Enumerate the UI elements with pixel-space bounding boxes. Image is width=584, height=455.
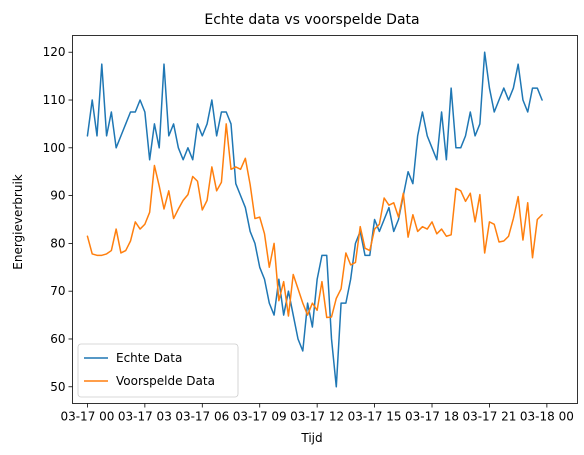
legend: Echte Data Voorspelde Data — [78, 344, 238, 397]
y-axis-ticks: 50 60 70 80 90 100 110 120 — [43, 45, 73, 394]
y-tick-label: 120 — [43, 45, 66, 59]
y-axis-label: Energieverbruik — [11, 174, 25, 270]
chart-title: Echte data vs voorspelde Data — [204, 12, 419, 28]
x-tick-label: 03-18 00 — [520, 410, 574, 424]
y-tick-label: 100 — [43, 141, 66, 155]
x-tick-label: 03-17 18 — [405, 410, 459, 424]
y-tick-label: 50 — [50, 380, 65, 394]
x-axis-label: Tijd — [300, 431, 322, 445]
series-line-echte-data — [87, 52, 542, 387]
legend-label-echte-data: Echte Data — [116, 351, 182, 365]
y-tick-label: 110 — [43, 93, 66, 107]
legend-label-voorspelde-data: Voorspelde Data — [116, 374, 215, 388]
x-tick-label: 03-17 12 — [290, 410, 344, 424]
x-tick-label: 03-17 09 — [233, 410, 287, 424]
x-tick-label: 03-17 15 — [348, 410, 402, 424]
y-tick-label: 80 — [50, 236, 65, 250]
x-tick-label: 03-17 06 — [175, 410, 229, 424]
x-tick-label: 03-17 00 — [60, 410, 114, 424]
series-line-voorspelde-data — [87, 124, 542, 318]
x-tick-label: 03-17 21 — [462, 410, 516, 424]
series-layer — [87, 52, 542, 387]
x-tick-label: 03-17 03 — [118, 410, 172, 424]
y-tick-label: 60 — [50, 332, 65, 346]
x-axis-ticks: 03-17 00 03-17 03 03-17 06 03-17 09 03-17 12… — [60, 404, 573, 424]
y-tick-label: 90 — [50, 189, 65, 203]
y-tick-label: 70 — [50, 284, 65, 298]
